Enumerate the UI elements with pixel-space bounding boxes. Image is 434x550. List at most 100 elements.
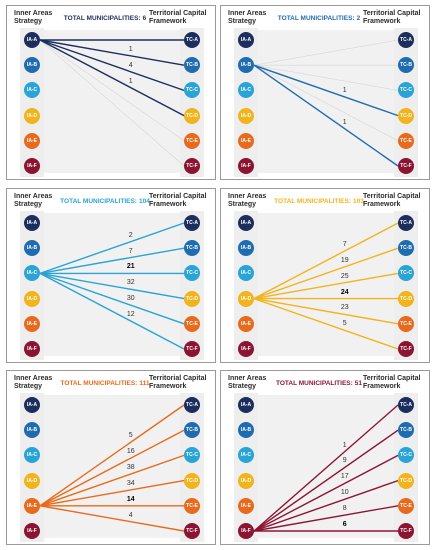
link-value-label: 17 [340, 473, 349, 481]
total-value: 6 [142, 15, 147, 22]
right-node-tc-f: TC-F [184, 341, 200, 357]
total-label: TOTAL MUNICIPALITIES: [60, 198, 137, 205]
flow-lines [39, 222, 185, 350]
right-node-tc-f: TC-F [184, 158, 200, 174]
right-node-tc-c: TC-C [184, 265, 200, 282]
total-value: 2 [356, 15, 361, 22]
link-value-label: 16 [126, 448, 135, 456]
left-column-band [20, 393, 44, 542]
right-node-tc-a: TC-A [398, 32, 414, 48]
right-axis-header: Territorial Capital Framework [363, 375, 421, 390]
panel-0: Inner Areas Strategy Territorial Capital … [6, 5, 216, 180]
right-node-tc-f: TC-F [184, 523, 200, 539]
right-node-tc-f: TC-F [398, 341, 414, 357]
left-node-ia-c: IA-C [238, 82, 254, 99]
right-node-tc-d: TC-D [398, 472, 414, 489]
right-axis-header: Territorial Capital Framework [149, 10, 207, 25]
right-node-tc-a: TC-A [398, 397, 414, 413]
link-value-label: 5 [342, 320, 347, 328]
link-5-1 [253, 429, 399, 532]
left-node-ia-b: IA-B [238, 57, 254, 74]
right-node-tc-d: TC-D [398, 107, 414, 124]
left-node-ia-b: IA-B [24, 57, 40, 74]
left-node-ia-b: IA-B [24, 422, 40, 439]
left-node-ia-d: IA-D [238, 472, 254, 489]
faint-link [253, 64, 399, 91]
left-node-ia-e: IA-E [24, 315, 40, 332]
right-axis-header: Territorial Capital Framework [149, 193, 207, 208]
link-value-label: 4 [128, 511, 133, 519]
link-3-0 [253, 222, 399, 300]
right-node-tc-c: TC-C [398, 447, 414, 464]
left-node-ia-e: IA-E [238, 132, 254, 149]
link-1-5 [253, 64, 399, 167]
left-axis-header: Inner Areas Strategy [228, 193, 267, 208]
total-label: TOTAL MUNICIPALITIES: [60, 380, 138, 387]
right-node-tc-e: TC-E [398, 315, 414, 332]
left-node-ia-a: IA-A [24, 32, 40, 48]
panel-5: Inner Areas Strategy Territorial Capital … [220, 370, 430, 545]
panel-title: TOTAL MUNICIPALITIES: 104 [53, 198, 157, 205]
flow-lines [39, 39, 185, 167]
left-node-ia-d: IA-D [238, 107, 254, 124]
panel-3: Inner Areas Strategy Territorial Capital … [220, 188, 430, 363]
right-node-tc-c: TC-C [184, 447, 200, 464]
right-column-band [394, 28, 418, 177]
left-axis-header: Inner Areas Strategy [14, 10, 53, 25]
link-value-label: 12 [126, 311, 135, 319]
left-node-ia-c: IA-C [24, 447, 40, 464]
left-node-ia-c: IA-C [238, 447, 254, 464]
right-column-band [180, 211, 204, 360]
right-node-tc-d: TC-D [398, 290, 414, 307]
total-label: TOTAL MUNICIPALITIES: [274, 198, 351, 205]
left-node-ia-f: IA-F [24, 523, 40, 539]
right-node-tc-f: TC-F [398, 158, 414, 174]
link-value-label: 32 [126, 279, 135, 287]
total-value: 103 [352, 198, 364, 205]
link-value-label: 1 [342, 441, 347, 449]
right-axis-header: Territorial Capital Framework [363, 193, 421, 208]
left-node-ia-d: IA-D [238, 290, 254, 307]
left-node-ia-b: IA-B [238, 240, 254, 257]
link-value-label: 1 [342, 86, 347, 94]
right-node-tc-e: TC-E [398, 497, 414, 514]
center-band [258, 30, 394, 173]
right-column-band [394, 393, 418, 542]
panel-2: Inner Areas Strategy Territorial Capital … [6, 188, 216, 363]
link-value-label: 10 [340, 489, 349, 497]
right-column-band [180, 28, 204, 177]
right-node-tc-f: TC-F [398, 523, 414, 539]
right-node-tc-c: TC-C [398, 82, 414, 99]
link-2-3 [39, 272, 185, 300]
link-value-label: 24 [340, 288, 349, 296]
left-axis-header: Inner Areas Strategy [14, 193, 53, 208]
flow-lines [253, 39, 399, 167]
right-node-tc-b: TC-B [398, 57, 414, 74]
left-node-ia-b: IA-B [24, 240, 40, 257]
link-0-1 [39, 39, 185, 66]
flow-lines [253, 222, 399, 350]
link-3-4 [253, 297, 399, 325]
right-column-band [394, 211, 418, 360]
link-2-5 [39, 272, 185, 350]
link-0-3 [39, 39, 185, 117]
panel-title: TOTAL MUNICIPALITIES: 103 [267, 198, 371, 205]
link-value-label: 7 [128, 247, 133, 255]
left-node-ia-a: IA-A [238, 32, 254, 48]
left-axis-header: Inner Areas Strategy [228, 10, 267, 25]
left-axis-header: Inner Areas Strategy [14, 375, 53, 390]
left-node-ia-e: IA-E [238, 497, 254, 514]
right-node-tc-a: TC-A [184, 397, 200, 413]
right-node-tc-a: TC-A [184, 32, 200, 48]
left-node-ia-f: IA-F [24, 341, 40, 357]
panel-4: Inner Areas Strategy Territorial Capital … [6, 370, 216, 545]
link-value-label: 8 [342, 505, 347, 513]
left-node-ia-d: IA-D [24, 107, 40, 124]
center-band [44, 213, 180, 356]
right-node-tc-d: TC-D [184, 107, 200, 124]
link-value-label: 23 [340, 304, 349, 312]
link-value-label: 25 [340, 272, 349, 280]
right-node-tc-b: TC-B [398, 240, 414, 257]
link-value-label: 21 [126, 263, 135, 271]
link-1-3 [253, 64, 399, 117]
